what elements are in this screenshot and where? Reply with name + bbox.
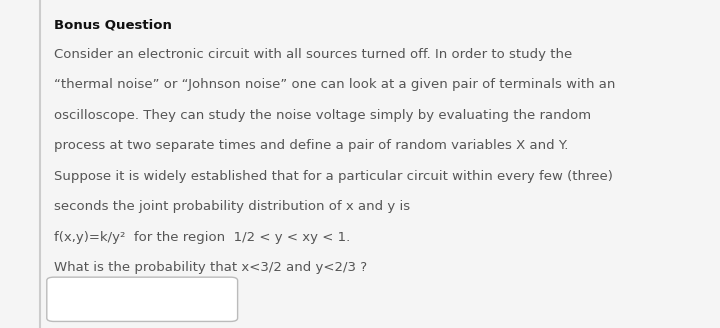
Text: f(x,y)=k/y²  for the region  1/2 < y < xy < 1.: f(x,y)=k/y² for the region 1/2 < y < xy … [54,231,350,244]
Text: seconds the joint probability distribution of x and y is: seconds the joint probability distributi… [54,200,410,213]
Text: Consider an electronic circuit with all sources turned off. In order to study th: Consider an electronic circuit with all … [54,48,572,61]
Text: process at two separate times and define a pair of random variables X and Y.: process at two separate times and define… [54,139,568,152]
Text: What is the probability that x<3/2 and y<2/3 ?: What is the probability that x<3/2 and y… [54,261,367,274]
FancyBboxPatch shape [47,277,238,321]
Text: Bonus Question: Bonus Question [54,18,172,31]
Text: “thermal noise” or “Johnson noise” one can look at a given pair of terminals wit: “thermal noise” or “Johnson noise” one c… [54,78,616,91]
Text: oscilloscope. They can study the noise voltage simply by evaluating the random: oscilloscope. They can study the noise v… [54,109,591,122]
Text: Suppose it is widely established that for a particular circuit within every few : Suppose it is widely established that fo… [54,170,613,183]
